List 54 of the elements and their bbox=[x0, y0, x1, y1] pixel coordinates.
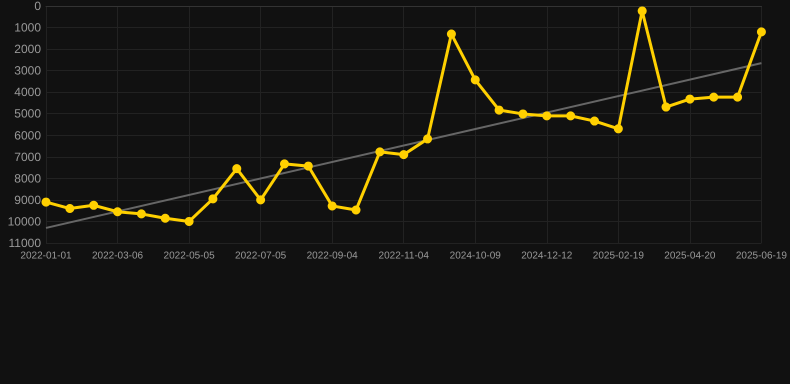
point bbox=[352, 206, 361, 215]
point bbox=[542, 111, 552, 120]
x-tick-label: 2022-01-01 bbox=[20, 250, 72, 262]
y-tick-label: 0 bbox=[34, 0, 42, 13]
x-tick-label: 2025-04-20 bbox=[664, 250, 716, 262]
point bbox=[614, 124, 623, 134]
x-tick-label: 2022-03-06 bbox=[92, 250, 144, 262]
point bbox=[65, 204, 74, 214]
y-tick-label: 5000 bbox=[14, 106, 42, 121]
point bbox=[638, 6, 647, 16]
y-tick-label: 3000 bbox=[14, 64, 42, 78]
x-tick-label: 2022-05-05 bbox=[164, 250, 216, 262]
point bbox=[136, 209, 146, 218]
y-tick-label: 2000 bbox=[14, 42, 42, 56]
point bbox=[518, 109, 528, 118]
point bbox=[113, 207, 122, 216]
point bbox=[280, 159, 289, 168]
point bbox=[208, 194, 218, 204]
point bbox=[685, 94, 694, 104]
x-tick-label: 2025-06-19 bbox=[736, 250, 788, 262]
point bbox=[590, 116, 599, 126]
y-tick-label: 7000 bbox=[14, 150, 42, 164]
x-tick-label: 2024-10-09 bbox=[450, 250, 502, 262]
point bbox=[470, 75, 480, 84]
point bbox=[328, 201, 337, 210]
point bbox=[494, 106, 504, 115]
x-tick-label: 2022-07-05 bbox=[235, 250, 287, 262]
point bbox=[756, 27, 766, 36]
point bbox=[399, 150, 408, 160]
point bbox=[709, 92, 718, 102]
point bbox=[256, 195, 266, 204]
point bbox=[662, 102, 671, 112]
y-tick-label: 4000 bbox=[14, 85, 42, 100]
point bbox=[446, 30, 456, 39]
point bbox=[232, 164, 242, 174]
y-tick-label: 1000 bbox=[14, 20, 42, 35]
point bbox=[160, 214, 170, 223]
y-tick-label: 9000 bbox=[14, 192, 42, 207]
x-tick-label: 2022-11-04 bbox=[378, 250, 430, 262]
y-tick-label: 6000 bbox=[14, 128, 42, 142]
point bbox=[423, 134, 432, 144]
point bbox=[42, 198, 50, 207]
y-tick-label: 10000 bbox=[8, 214, 42, 228]
y-tick-label: 8000 bbox=[14, 171, 42, 186]
point bbox=[375, 147, 384, 156]
x-tick-label: 2022-09-04 bbox=[306, 250, 358, 262]
point bbox=[184, 216, 194, 226]
x-tick-label: 2025-02-19 bbox=[592, 250, 644, 262]
point bbox=[733, 92, 742, 102]
point bbox=[566, 111, 576, 120]
x-tick-label: 2024-12-12 bbox=[521, 250, 573, 262]
point bbox=[304, 162, 313, 171]
y-tick-label: 11000 bbox=[8, 236, 42, 250]
point bbox=[89, 200, 98, 210]
